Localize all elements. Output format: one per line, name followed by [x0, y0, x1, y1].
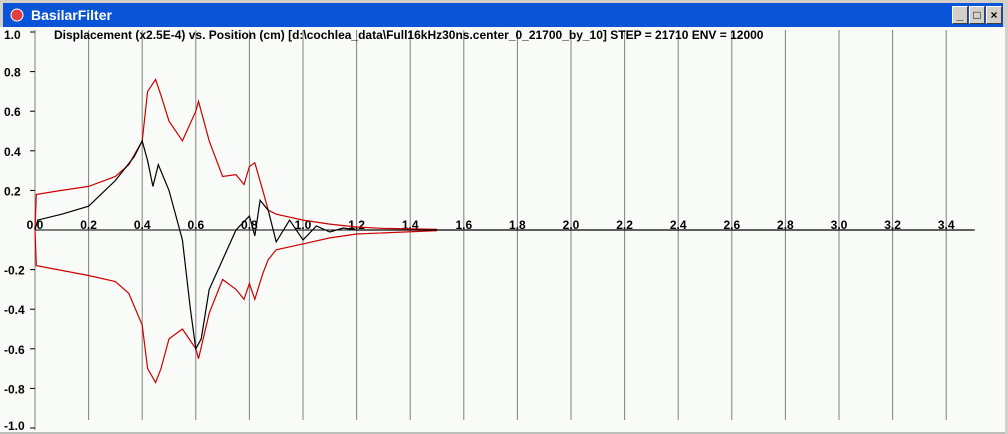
y-tick-label: 0.4 — [4, 145, 21, 159]
y-tick-label: 0.8 — [4, 66, 21, 80]
app-icon — [10, 8, 24, 22]
x-tick-label: 3.2 — [884, 218, 901, 232]
y-tick-label: 0.6 — [4, 105, 21, 119]
y-tick-label: -1.0 — [4, 419, 25, 433]
x-tick-label: 2.0 — [563, 218, 580, 232]
series-upper-envelope — [34, 78, 438, 231]
x-tick-label: 2.6 — [723, 218, 740, 232]
title-bar[interactable]: BasilarFilter _ □ × — [3, 3, 1003, 27]
x-tick-label: 1.8 — [509, 218, 526, 232]
x-tick-label: 1.0 — [295, 218, 312, 232]
maximize-button[interactable]: □ — [969, 6, 985, 24]
y-tick-label: -0.8 — [4, 382, 25, 396]
y-tick-label: -0.6 — [4, 343, 25, 357]
x-tick-label: 0.8 — [241, 218, 258, 232]
x-tick-label: 2.4 — [670, 218, 687, 232]
close-button[interactable]: × — [986, 6, 1002, 24]
y-tick-label: 1.0 — [4, 28, 21, 42]
x-tick-label: 0.4 — [134, 218, 151, 232]
x-tick-label: 3.4 — [938, 218, 955, 232]
minimize-button[interactable]: _ — [952, 6, 968, 24]
x-tick-label: 0.6 — [187, 218, 204, 232]
x-tick-label: 0.2 — [80, 218, 97, 232]
y-tick-label: -0.4 — [4, 303, 25, 317]
y-tick-label: -0.2 — [4, 264, 25, 278]
window-title: BasilarFilter — [31, 7, 112, 23]
y-tick-label: 0.2 — [4, 184, 21, 198]
x-tick-label: 3.0 — [831, 218, 848, 232]
x-tick-label: 1.6 — [455, 218, 472, 232]
chart-title: Displacement (x2.5E-4) vs. Position (cm)… — [54, 28, 764, 42]
chart: 0.0 0.2 0.4 0.6 0.8 1.0 1.2 1.4 1.6 1.8 2.0 2.2 2.4 2… — [0, 27, 1005, 434]
series-displacement — [34, 139, 973, 351]
x-tick-label: 1.2 — [348, 218, 365, 232]
x-tick-label: 2.2 — [616, 218, 633, 232]
x-tick-label: 2.8 — [777, 218, 794, 232]
series-lower-envelope — [34, 229, 438, 384]
